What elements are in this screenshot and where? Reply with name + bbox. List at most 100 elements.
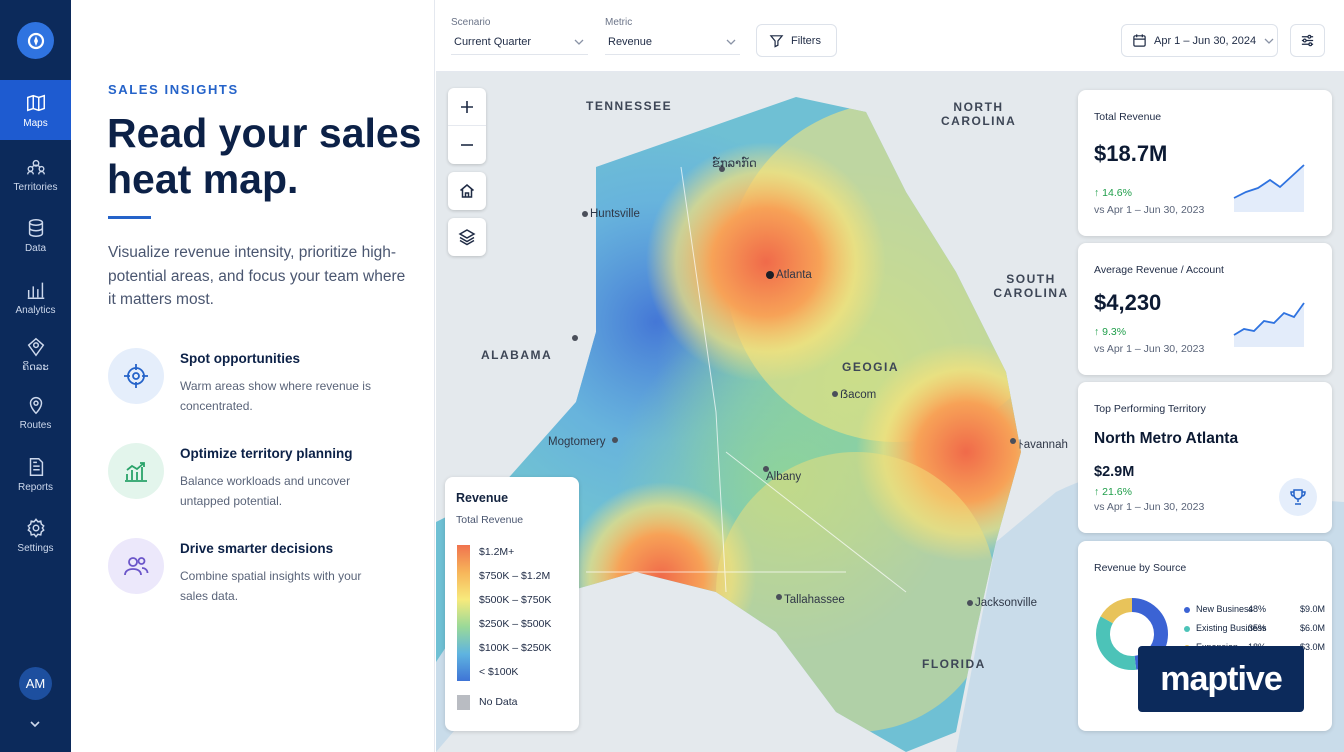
city-marker[interactable] <box>763 466 769 472</box>
growth-indicator: ↑ 14.6% <box>1094 187 1132 199</box>
comparison-period: vs Apr 1 – Jun 30, 2023 <box>1094 343 1205 355</box>
city-marker[interactable] <box>719 166 725 172</box>
zoom-controls <box>448 88 486 164</box>
city-marker[interactable] <box>572 335 578 341</box>
nav-item-maps[interactable]: Maps <box>0 80 71 140</box>
trophy-icon <box>1279 478 1317 516</box>
app-logo-icon[interactable] <box>17 22 54 59</box>
city-marker[interactable] <box>612 437 618 443</box>
feature-desc: Balance workloads and uncover untapped p… <box>180 474 351 508</box>
growth-value: 21.6% <box>1102 486 1132 498</box>
region-name: SOUTH CAROLINA <box>993 272 1069 300</box>
source-amount: $6.0M <box>1300 623 1326 633</box>
nav-item-territories[interactable]: Territories <box>0 144 71 204</box>
city-marker[interactable] <box>832 391 838 397</box>
route-pin-icon <box>29 396 42 414</box>
nav-label: Settings <box>17 542 54 554</box>
city-marker[interactable] <box>967 600 973 606</box>
nav-label: Reports <box>17 481 53 493</box>
nav-label: Territories <box>13 181 58 193</box>
nav-item-insights[interactable]: ຄິດລະ <box>0 324 71 384</box>
chevron-down-icon[interactable] <box>27 716 43 732</box>
growth-value: 14.6% <box>1102 187 1132 199</box>
sidebar: Maps Territories Data Analytics ຄິດລະ Ro… <box>0 0 71 752</box>
users-icon <box>108 538 164 594</box>
city-label: ຂ໌ກລາກ໌ດ <box>712 158 757 170</box>
scenario-label: Scenario <box>451 17 491 28</box>
city-label: Albany <box>766 471 802 483</box>
plus-icon <box>461 100 473 113</box>
legend-item: < $100K <box>479 666 519 678</box>
layers-button[interactable] <box>448 218 486 256</box>
legend-item: $1.2M+ <box>479 546 515 558</box>
city-label: Jacksonville <box>975 597 1037 609</box>
top-territory-card[interactable]: Top Performing Territory North Metro Atl… <box>1078 382 1332 533</box>
minus-icon <box>461 144 473 146</box>
map-settings-button[interactable] <box>1290 24 1325 57</box>
comparison-period: vs Apr 1 – Jun 30, 2023 <box>1094 204 1205 216</box>
metric-label: Metric <box>605 17 633 28</box>
filters-button[interactable]: Filters <box>756 24 837 57</box>
intro-text: Visualize revenue intensity, prioritize … <box>108 244 406 308</box>
card-title: Top Performing Territory <box>1094 403 1206 415</box>
user-avatar[interactable]: AM <box>19 667 52 700</box>
average-revenue-card[interactable]: Average Revenue / Account $4,230 ↑ 9.3% … <box>1078 243 1332 375</box>
metric-select[interactable]: Revenue <box>605 29 740 55</box>
nav-item-analytics[interactable]: Analytics <box>0 267 71 327</box>
nav-item-data[interactable]: Data <box>0 205 71 265</box>
feature-desc: Warm areas show where revenue is concent… <box>180 379 371 413</box>
source-name: Existing Business <box>1196 623 1267 633</box>
nav-label: Data <box>24 242 47 254</box>
report-icon <box>29 457 43 476</box>
growth-value: 9.3% <box>1102 326 1127 338</box>
home-view-button[interactable] <box>448 172 486 210</box>
nav-item-routes[interactable]: Routes <box>0 382 71 442</box>
legend-item: $250K – $500K <box>479 618 552 630</box>
city-marker[interactable] <box>1010 438 1016 444</box>
legend-title: Revenue <box>456 491 509 505</box>
city-marker[interactable] <box>766 271 774 279</box>
legend-item: $500K – $750K <box>479 594 552 606</box>
donut-segment <box>1096 598 1168 670</box>
zoom-out-button[interactable] <box>448 126 486 164</box>
nav-label: Maps <box>23 117 48 129</box>
territories-icon <box>26 159 45 174</box>
map-icon <box>26 94 45 111</box>
home-icon <box>460 184 474 198</box>
growth-indicator: ↑ 21.6% <box>1094 486 1132 498</box>
legend-item: $100K – $250K <box>479 642 552 654</box>
feature-smarter-decisions: Drive smarter decisions Combine spatial … <box>108 538 408 608</box>
total-revenue-card[interactable]: Total Revenue $18.7M ↑ 14.6% vs Apr 1 – … <box>1078 90 1332 236</box>
card-title: Total Revenue <box>1094 111 1162 123</box>
section-kicker: SALES INSIGHTS <box>108 82 239 97</box>
growth-indicator: ↑ 9.3% <box>1094 326 1127 338</box>
card-title: Average Revenue / Account <box>1094 264 1224 276</box>
brand-logo: maptive <box>1138 646 1304 712</box>
city-marker[interactable] <box>582 211 588 217</box>
feature-optimize-territory: Optimize territory planning Balance work… <box>108 443 408 513</box>
metric-value: Revenue <box>608 35 653 48</box>
feature-title: Optimize territory planning <box>180 446 353 461</box>
nav-item-settings[interactable]: Settings <box>0 505 71 565</box>
nav-item-reports[interactable]: Reports <box>0 444 71 504</box>
city-label: Huntsville <box>590 208 640 220</box>
revenue-legend: Revenue Total Revenue $1.2M+ $750K – $1.… <box>445 477 579 731</box>
sliders-icon <box>1301 34 1314 47</box>
city-marker[interactable] <box>776 594 782 600</box>
scenario-select[interactable]: Current Quarter <box>451 29 588 55</box>
no-data-swatch <box>457 695 470 710</box>
source-donut-chart <box>1096 598 1168 670</box>
legend-color-scale <box>457 545 470 681</box>
chevron-down-icon <box>726 39 736 45</box>
feature-desc: Combine spatial insights with your sales… <box>180 569 362 603</box>
feature-spot-opportunities: Spot opportunities Warm areas show where… <box>108 348 408 418</box>
region-label: TENNESSEE <box>586 99 673 113</box>
date-range-picker[interactable]: Apr 1 – Jun 30, 2024 <box>1121 24 1278 57</box>
zoom-in-button[interactable] <box>448 88 486 126</box>
card-title: Revenue by Source <box>1094 562 1187 574</box>
nav-label: Analytics <box>15 304 56 316</box>
region-label: FLORIDA <box>922 657 986 671</box>
gear-icon <box>26 517 45 538</box>
city-label: ẞacom <box>840 389 877 401</box>
card-value: $18.7M <box>1094 141 1168 166</box>
